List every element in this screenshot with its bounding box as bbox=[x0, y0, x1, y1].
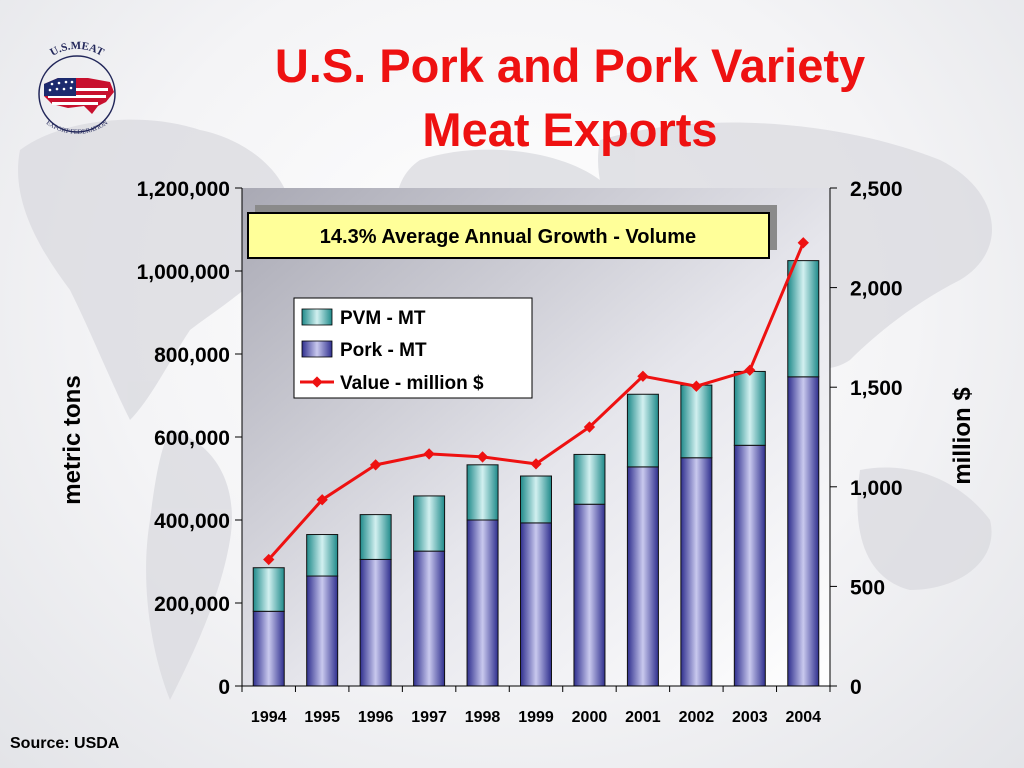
legend-label-pork: Pork - MT bbox=[340, 340, 427, 361]
x-tick-label-1995: 1995 bbox=[304, 709, 340, 726]
left-tick-label: 600,000 bbox=[154, 427, 230, 450]
left-tick-label: 1,200,000 bbox=[137, 178, 230, 201]
x-tick-label-1998: 1998 bbox=[465, 709, 501, 726]
legend-swatch-pvm bbox=[301, 308, 333, 326]
annotation-text: 14.3% Average Annual Growth - Volume bbox=[320, 226, 696, 248]
value-point-2000 bbox=[583, 421, 596, 433]
bar-pork-1996 bbox=[359, 558, 392, 687]
value-point-1995 bbox=[316, 494, 328, 506]
left-tick-label: 400,000 bbox=[154, 510, 230, 533]
bar-pvm-1997 bbox=[413, 495, 446, 552]
legend-label-value: Value - million $ bbox=[340, 373, 484, 394]
bar-pvm-2003 bbox=[733, 370, 766, 446]
x-tick-label-1996: 1996 bbox=[358, 709, 394, 726]
x-axis-ticks: 1994 1995 1996 1997 1998 1999 2000 2001 2002 2003… bbox=[241, 686, 831, 726]
value-point-1998 bbox=[476, 451, 489, 463]
y-axis-label: metric tons bbox=[59, 375, 86, 504]
bar-pork-1999 bbox=[520, 522, 552, 687]
x-tick-label-2002: 2002 bbox=[679, 709, 715, 726]
bar-pvm-1996 bbox=[359, 514, 392, 560]
svg-text:U.S.MEAT: U.S.MEAT bbox=[48, 40, 106, 59]
x-tick-label-1999: 1999 bbox=[518, 709, 554, 726]
source-note: Source: USDA bbox=[10, 735, 120, 752]
x-tick-label-2003: 2003 bbox=[732, 709, 768, 726]
bar-pork-2003 bbox=[733, 444, 766, 687]
chart-title-line-2: Meat Exports bbox=[422, 103, 718, 156]
value-point-2001 bbox=[637, 370, 649, 382]
right-tick-label: 2,000 bbox=[850, 278, 903, 301]
left-tick-label: 1,000,000 bbox=[137, 261, 230, 284]
value-point-1999 bbox=[530, 458, 542, 470]
x-tick-label-2000: 2000 bbox=[572, 709, 608, 726]
bar-pork-1997 bbox=[413, 550, 446, 687]
x-tick-label-2004: 2004 bbox=[785, 709, 821, 726]
legend-swatch-value-marker bbox=[311, 376, 323, 388]
left-tick-label: 200,000 bbox=[154, 593, 230, 616]
us-map-flag-icon bbox=[44, 78, 114, 114]
right-axis-ticks: 0 500 1,000 1,500 2,000 2,500 bbox=[830, 178, 903, 699]
left-tick-label: 0 bbox=[218, 676, 230, 699]
value-point-2003 bbox=[744, 364, 756, 376]
value-line bbox=[263, 237, 809, 566]
us-meat-export-federation-logo: U.S.MEAT EXPORT FEDERATION bbox=[38, 40, 116, 136]
value-point-1997 bbox=[423, 448, 435, 460]
bar-pork-2002 bbox=[680, 457, 713, 687]
bar-pvm-1999 bbox=[520, 475, 552, 524]
legend: PVM - MT Pork - MT Value - million $ bbox=[293, 297, 533, 399]
bar-pvm-1998 bbox=[466, 464, 499, 521]
growth-annotation: 14.3% Average Annual Growth - Volume bbox=[247, 205, 777, 259]
left-tick-label: 800,000 bbox=[154, 344, 230, 367]
x-tick-label-1994: 1994 bbox=[251, 709, 287, 726]
chart-title-line-1: U.S. Pork and Pork Variety bbox=[274, 39, 866, 92]
bar-pvm-2004 bbox=[787, 260, 820, 378]
bar-pvm-2000 bbox=[573, 453, 606, 505]
right-tick-label: 2,500 bbox=[850, 178, 903, 201]
bar-pvm-1995 bbox=[306, 534, 339, 577]
right-tick-label: 1,000 bbox=[850, 477, 903, 500]
bar-pvm-2001 bbox=[626, 393, 659, 468]
y2-axis-label: million $ bbox=[949, 387, 976, 485]
bar-pork-1994 bbox=[252, 610, 285, 687]
bar-pork-1995 bbox=[306, 575, 339, 687]
value-point-2004 bbox=[797, 237, 809, 249]
x-tick-label-1997: 1997 bbox=[411, 709, 447, 726]
bar-pvm-1994 bbox=[252, 567, 285, 612]
x-tick-label-2001: 2001 bbox=[625, 709, 661, 726]
right-tick-label: 0 bbox=[850, 676, 862, 699]
left-axis-ticks: 0 200,000 400,000 600,000 800,000 1,000,000 1,… bbox=[137, 178, 242, 699]
legend-swatch-pork bbox=[301, 340, 333, 358]
value-point-1994 bbox=[263, 553, 275, 566]
right-tick-label: 1,500 bbox=[850, 377, 903, 400]
annotation-box bbox=[247, 212, 770, 259]
bar-pork-2000 bbox=[573, 503, 606, 687]
value-point-1996 bbox=[369, 459, 382, 471]
bar-pork-1998 bbox=[466, 519, 499, 687]
bar-pork-2004 bbox=[787, 376, 820, 687]
bar-pvm-2002 bbox=[680, 384, 713, 459]
legend-label-pvm: PVM - MT bbox=[340, 308, 426, 329]
value-point-2002 bbox=[690, 380, 703, 392]
right-tick-label: 500 bbox=[850, 576, 885, 599]
bar-pork-2001 bbox=[626, 466, 659, 687]
